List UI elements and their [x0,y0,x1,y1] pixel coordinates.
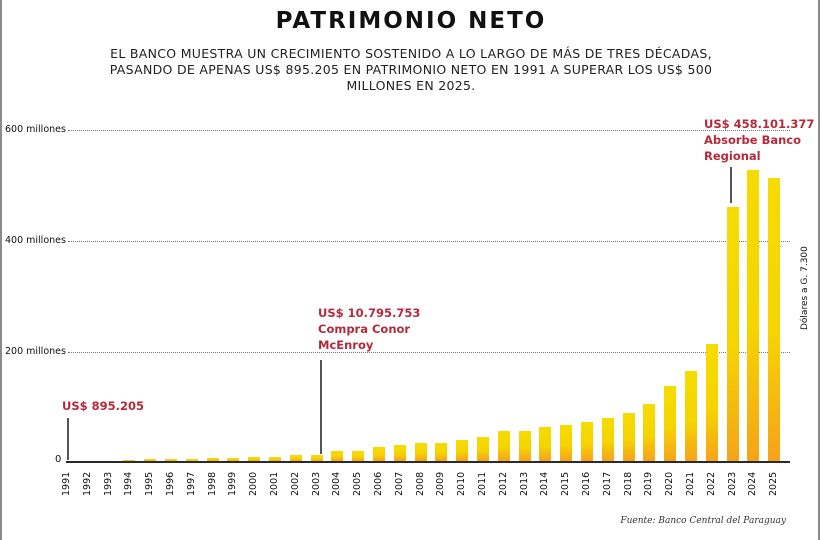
x-tick-2015: 2015 [560,471,572,496]
x-tick-2006: 2006 [373,471,384,496]
bar-2003 [310,455,323,461]
bar-2016 [581,422,593,461]
x-tick-2023: 2023 [726,471,738,496]
x-tick-1999: 1999 [227,471,239,496]
x-tick-2002: 2002 [289,471,301,496]
x-tick-2024: 2024 [747,471,759,496]
bar-1994 [123,460,136,461]
leader-line-2003 [320,360,322,454]
x-tick-1994: 1994 [123,471,135,496]
bar-2019 [643,403,656,461]
x-tick-2007: 2007 [393,471,405,496]
bar-2021 [685,371,697,461]
bar-2023 [726,206,739,461]
x-tick-2019: 2019 [643,471,655,496]
bar-2018 [622,413,635,461]
bar-1997 [185,458,198,461]
x-tick-2025: 2025 [768,471,780,496]
bar-2007 [393,445,406,461]
bar-2000 [248,457,261,461]
x-tick-1991: 1991 [61,471,72,496]
gridline-400 [68,241,790,242]
leader-line-2023 [730,167,732,203]
chart-subtitle: EL BANCO MUESTRA UN CRECIMIENTO SOSTENID… [70,46,752,94]
annotation-1991: US$ 895.205 [62,399,145,413]
bar-2012 [497,431,510,461]
x-tick-1997: 1997 [185,471,197,496]
y-axis-unit-note: Dólares a G. 7.300 [800,246,810,330]
bar-2011 [477,437,489,461]
bar-2008 [414,443,427,461]
bar-2010 [456,439,469,461]
x-tick-1992: 1992 [81,471,93,496]
bar-2013 [518,431,531,461]
bar-2015 [560,424,573,461]
gridline-200 [68,352,790,353]
bar-2024 [747,169,760,461]
y-tick-0: 0 [55,454,62,465]
bar-1999 [227,457,240,461]
subtitle-line-3: MILLONES EN 2025. [346,78,476,93]
x-tick-2005: 2005 [352,471,364,496]
y-tick-200: 200 millones [5,346,66,357]
x-tick-2014: 2014 [539,471,551,496]
bar-2009 [435,443,448,461]
x-tick-2009: 2009 [435,471,447,496]
bar-2002 [289,454,302,461]
subtitle-line-1: EL BANCO MUESTRA UN CRECIMIENTO SOSTENID… [110,46,712,61]
x-tick-2011: 2011 [477,471,488,496]
bar-2005 [352,451,365,461]
x-tick-2013: 2013 [518,471,530,496]
x-tick-1996: 1996 [165,471,176,496]
x-tick-2021: 2021 [685,471,696,496]
chart-title: PATRIMONIO NETO [275,8,547,34]
y-tick-400: 400 millones [5,235,66,246]
x-tick-1995: 1995 [144,471,156,496]
x-tick-2008: 2008 [414,471,426,496]
gridline-600 [68,130,790,131]
x-tick-2022: 2022 [705,471,717,496]
x-tick-2016: 2016 [581,471,592,496]
x-tick-2010: 2010 [456,471,468,496]
x-axis-line [66,461,790,463]
x-tick-2004: 2004 [331,471,343,496]
bar-2025 [768,177,781,461]
x-tick-2018: 2018 [622,471,634,496]
bar-2017 [601,418,614,461]
leader-line-1991 [67,418,69,460]
source-note: Fuente: Banco Central del Paraguay [620,516,786,526]
x-tick-2012: 2012 [497,471,509,496]
x-tick-2020: 2020 [664,471,676,496]
bar-2022 [705,344,718,461]
x-tick-2017: 2017 [601,471,613,496]
subtitle-line-2: PASANDO DE APENAS US$ 895.205 EN PATRIMO… [109,62,713,77]
x-tick-1993: 1993 [102,471,114,496]
bar-2006 [373,447,385,461]
x-tick-1998: 1998 [206,471,218,496]
bar-2004 [331,451,344,461]
annotation-2023: US$ 458.101.377 Absorbe Banco Regional [704,117,815,163]
x-tick-2001: 2001 [269,471,280,496]
y-tick-600: 600 millones [5,124,66,135]
bar-2014 [539,427,552,461]
bar-1995 [144,458,157,461]
bar-2001 [269,457,281,461]
bar-2020 [664,386,677,461]
bar-1998 [206,457,219,461]
annotation-2003: US$ 10.795.753 Compra Conor McEnroy [318,306,421,352]
bar-1996 [165,458,177,461]
x-tick-2003: 2003 [310,471,322,496]
x-tick-2000: 2000 [248,471,260,496]
